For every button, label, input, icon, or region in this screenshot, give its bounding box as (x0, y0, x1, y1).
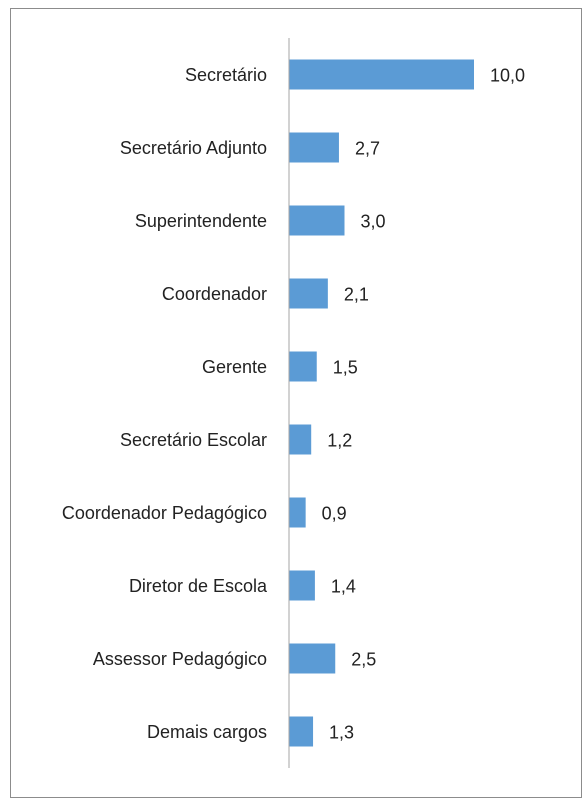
category-label: Gerente (201, 356, 267, 377)
category-label: Secretário Adjunto (119, 137, 267, 158)
category-label-box: Gerente (20, 327, 267, 407)
value-label: 3,0 (361, 211, 386, 231)
value-label: 1,5 (333, 357, 358, 377)
category-label: Coordenador (161, 283, 267, 304)
category-label: Diretor de Escola (128, 575, 267, 596)
bar (289, 205, 345, 236)
category-label: Secretário (184, 64, 267, 85)
category-label: Superintendente (134, 210, 267, 231)
value-label: 0,9 (322, 503, 347, 523)
category-label-box: Secretário Adjunto (20, 108, 267, 188)
category-label: Assessor Pedagógico (92, 648, 267, 669)
category-label-box: Coordenador (20, 254, 267, 334)
value-label: 1,4 (331, 576, 356, 596)
bar (289, 278, 328, 309)
category-label: Demais cargos (146, 721, 267, 742)
bar (289, 59, 474, 90)
category-label-box: Secretário (20, 35, 267, 115)
category-label-box: Superintendente (20, 181, 267, 261)
category-label-box: Coordenador Pedagógico (20, 473, 267, 553)
category-label-box: Secretário Escolar (20, 400, 267, 480)
bar (289, 497, 306, 528)
value-label: 10,0 (490, 65, 525, 85)
value-label: 1,3 (329, 722, 354, 742)
value-label: 2,7 (355, 138, 380, 158)
category-label: Secretário Escolar (119, 429, 267, 450)
category-label-box: Demais cargos (20, 692, 267, 772)
bar (289, 351, 317, 382)
bar (289, 570, 315, 601)
bar (289, 716, 314, 747)
category-label: Coordenador Pedagógico (61, 502, 267, 523)
bar (289, 132, 339, 163)
value-label: 2,1 (344, 284, 369, 304)
bar (289, 424, 312, 455)
value-label: 2,5 (351, 649, 376, 669)
category-label-box: Assessor Pedagógico (20, 619, 267, 699)
category-label-box: Diretor de Escola (20, 546, 267, 626)
value-label: 1,2 (327, 430, 352, 450)
bar (289, 643, 336, 674)
